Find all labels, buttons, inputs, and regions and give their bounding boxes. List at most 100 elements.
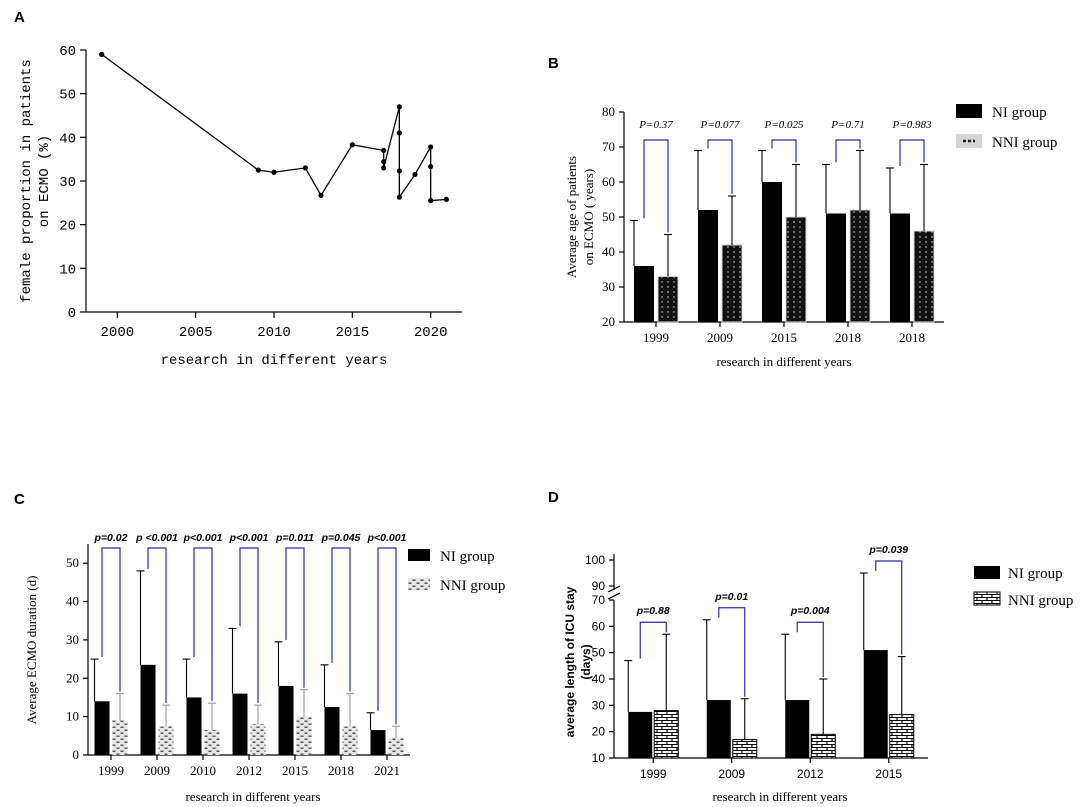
panel-d-bar-nni [889,714,915,759]
panel-c-p-value-label: p=0.011 [275,532,314,544]
panel-b-x-tick-label: 2018 [835,330,861,345]
panel-b-x-axis-label: research in different years [716,354,851,369]
panel-d-significance-bracket [718,607,746,697]
panel-b-x-tick-label: 2018 [899,330,925,345]
panel-d-x-tick-label: 2012 [797,767,824,781]
panel-a-x-tick-label: 2010 [257,325,291,341]
panel-d-bar-ni [863,650,888,758]
panel-c-y-tick-label: 20 [66,670,79,685]
panel-c-bar-ni [324,707,340,755]
panel-b-x-tick-label: 2015 [771,330,797,345]
panel-d-x-tick-label: 1999 [640,767,667,781]
panel-c-bar-nni [342,726,358,755]
panel-label-a: A [14,9,25,26]
panel-b-legend-nni-label: NNI group [992,135,1057,151]
panel-b-y-tick-label: 60 [602,174,615,189]
panel-b-significance-bracket [707,139,733,194]
panel-b-bar-ni [762,182,782,322]
panel-a-data-point [381,165,387,171]
panel-c-y-tick-label: 0 [73,747,80,762]
panel-d-axis-break-gap [609,590,619,600]
panel-b-bar-nni [913,230,935,323]
panel-b-y-tick-label: 70 [602,139,615,154]
panel-c-significance-bracket [331,547,351,692]
panel-c-significance-bracket [239,547,259,704]
panel-a-data-point [302,165,308,171]
panel-b-legend-ni-swatch [956,104,982,118]
panel-a-x-tick-label: 2005 [179,325,213,341]
panel-label-c: C [14,491,25,508]
panel-b-bar-nni [721,244,743,323]
panel-a-y-axis-label-line1: female proportion in patients [19,59,35,303]
panel-c-bar-nni [158,726,174,755]
panel-b-x-tick-label: 2009 [707,330,733,345]
panel-a-data-point [255,167,261,173]
panel-a-data-point [396,104,402,110]
panel-b-x-tick-label: 1999 [643,330,669,345]
panel-d-p-value-label: p=0.039 [868,544,908,556]
panel-b-p-value-label: P=0.37 [638,119,673,131]
panel-c-bar-ni [140,664,156,755]
panel-b-legend-ni-label: NI group [992,105,1047,121]
panel-d-y-tick-label: 10 [592,751,606,765]
panel-a-data-point [396,130,402,136]
panel-c-bar-nni [204,730,220,755]
panel-a-data-point [99,51,105,57]
panel-a-y-tick-label: 50 [59,88,76,104]
panel-c-bar-nni [388,737,404,755]
panel-d-axis-break-mark [607,585,621,593]
panel-a-data-point [428,198,434,204]
panel-a-x-tick-label: 2000 [101,325,135,341]
panel-a-data-point [412,171,418,178]
panel-b-significance-bracket [835,139,861,163]
panel-b-significance-bracket [899,139,925,166]
panel-a-y-axis-label-line2: on ECMO (%) [37,135,53,227]
panel-a-data-point [428,163,434,170]
panel-d-significance-bracket [796,621,824,677]
panel-b-bar-nni [657,276,679,323]
panel-d-bar-nni [653,710,679,759]
panel-d-legend-nni-swatch [973,591,1001,606]
panel-b-p-value-label: P=0.71 [830,119,864,131]
panel-c-legend-ni-swatch [408,549,430,561]
panel-d-legend-ni-swatch [974,566,1000,579]
panel-d-significance-bracket [639,621,667,659]
panel-d-p-value-label: p=0.88 [636,605,670,617]
panel-c-y-tick-label: 40 [66,594,79,609]
panel-d-bar-nni [732,739,758,759]
panel-d-y-tick-label: 40 [592,672,606,686]
panel-c-bar-nni [250,724,266,755]
panel-c-significance-bracket [377,547,397,725]
panel-a-data-point [396,168,402,174]
panel-c-significance-bracket [101,547,121,692]
panel-d-bar-ni [628,711,653,758]
panel-b-bar-ni [634,266,654,322]
panel-b-bar-ni [826,213,846,322]
panel-d-x-axis-label: research in different years [712,789,847,804]
panel-b-y-axis-label-line1: Average age of patients [564,156,579,278]
panel-d-y-tick-label: 100 [585,553,605,567]
panel-d-y-tick-label: 90 [592,579,606,593]
panel-c-y-tick-label: 10 [66,709,79,724]
panel-d-p-value-label: p=0.004 [790,605,830,617]
panel-b-y-tick-label: 20 [602,314,615,329]
panel-a-data-point [318,192,324,199]
panel-c-significance-bracket [147,547,167,704]
panel-c-p-value-label: p<0.001 [183,532,223,544]
panel-b-bar-nni [849,209,871,323]
panel-a-data-point [381,147,387,154]
panel-a-series-line [101,53,447,202]
panel-c-p-value-label: p<0.001 [367,532,407,544]
panel-d-legend-ni-label: NI group [1008,566,1063,582]
panel-c-legend-nni-label: NNI group [440,578,505,594]
panel-a-x-axis-label: research in different years [161,353,388,369]
panel-b-bar-ni [698,210,718,322]
panel-c-p-value-label: p<0.001 [229,532,269,544]
panel-d-y-axis-label-line2: (days) [579,644,593,679]
panel-c-bar-ni [94,701,110,755]
panel-c-bar-ni [232,693,248,755]
panel-d-bar-chart: average length of ICU stay (days) resear… [563,544,1073,804]
panel-d-y-tick-label: 20 [592,725,606,739]
panel-d-bar-nni [810,733,836,759]
